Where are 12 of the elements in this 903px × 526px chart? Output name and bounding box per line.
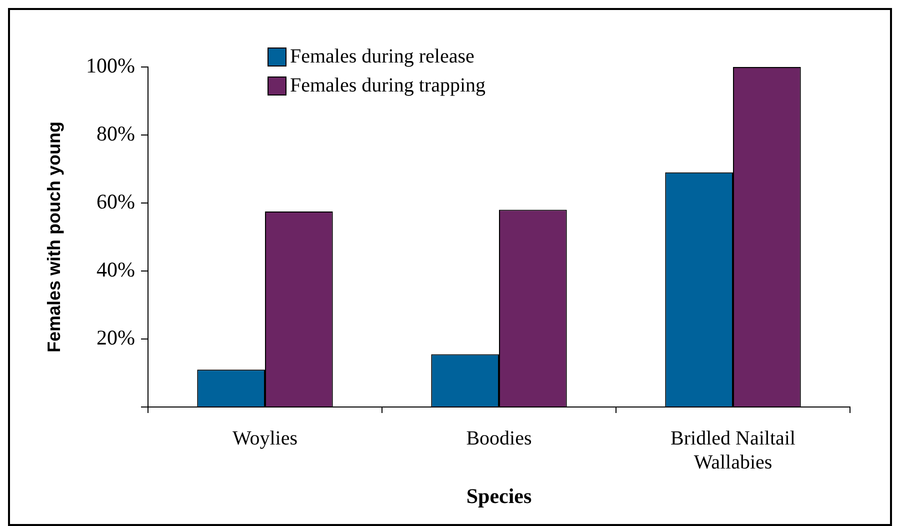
y-tick-label: 60% xyxy=(96,190,135,214)
x-tick-label: Boodies xyxy=(466,427,532,450)
y-tick-label: 100% xyxy=(86,54,135,78)
y-tick-label: 80% xyxy=(96,122,135,146)
legend-label: Females during release xyxy=(290,45,474,68)
y-tick-label: 40% xyxy=(96,258,135,282)
legend-label: Females during trapping xyxy=(290,74,486,96)
y-axis-title: Females with pouch young xyxy=(44,121,64,353)
x-tick-label: Bridled Nailtail Wallabies xyxy=(670,427,796,474)
x-axis-title: Species xyxy=(466,484,532,508)
y-tick-label: 20% xyxy=(96,326,135,350)
x-tick-label: Woylies xyxy=(232,427,298,450)
